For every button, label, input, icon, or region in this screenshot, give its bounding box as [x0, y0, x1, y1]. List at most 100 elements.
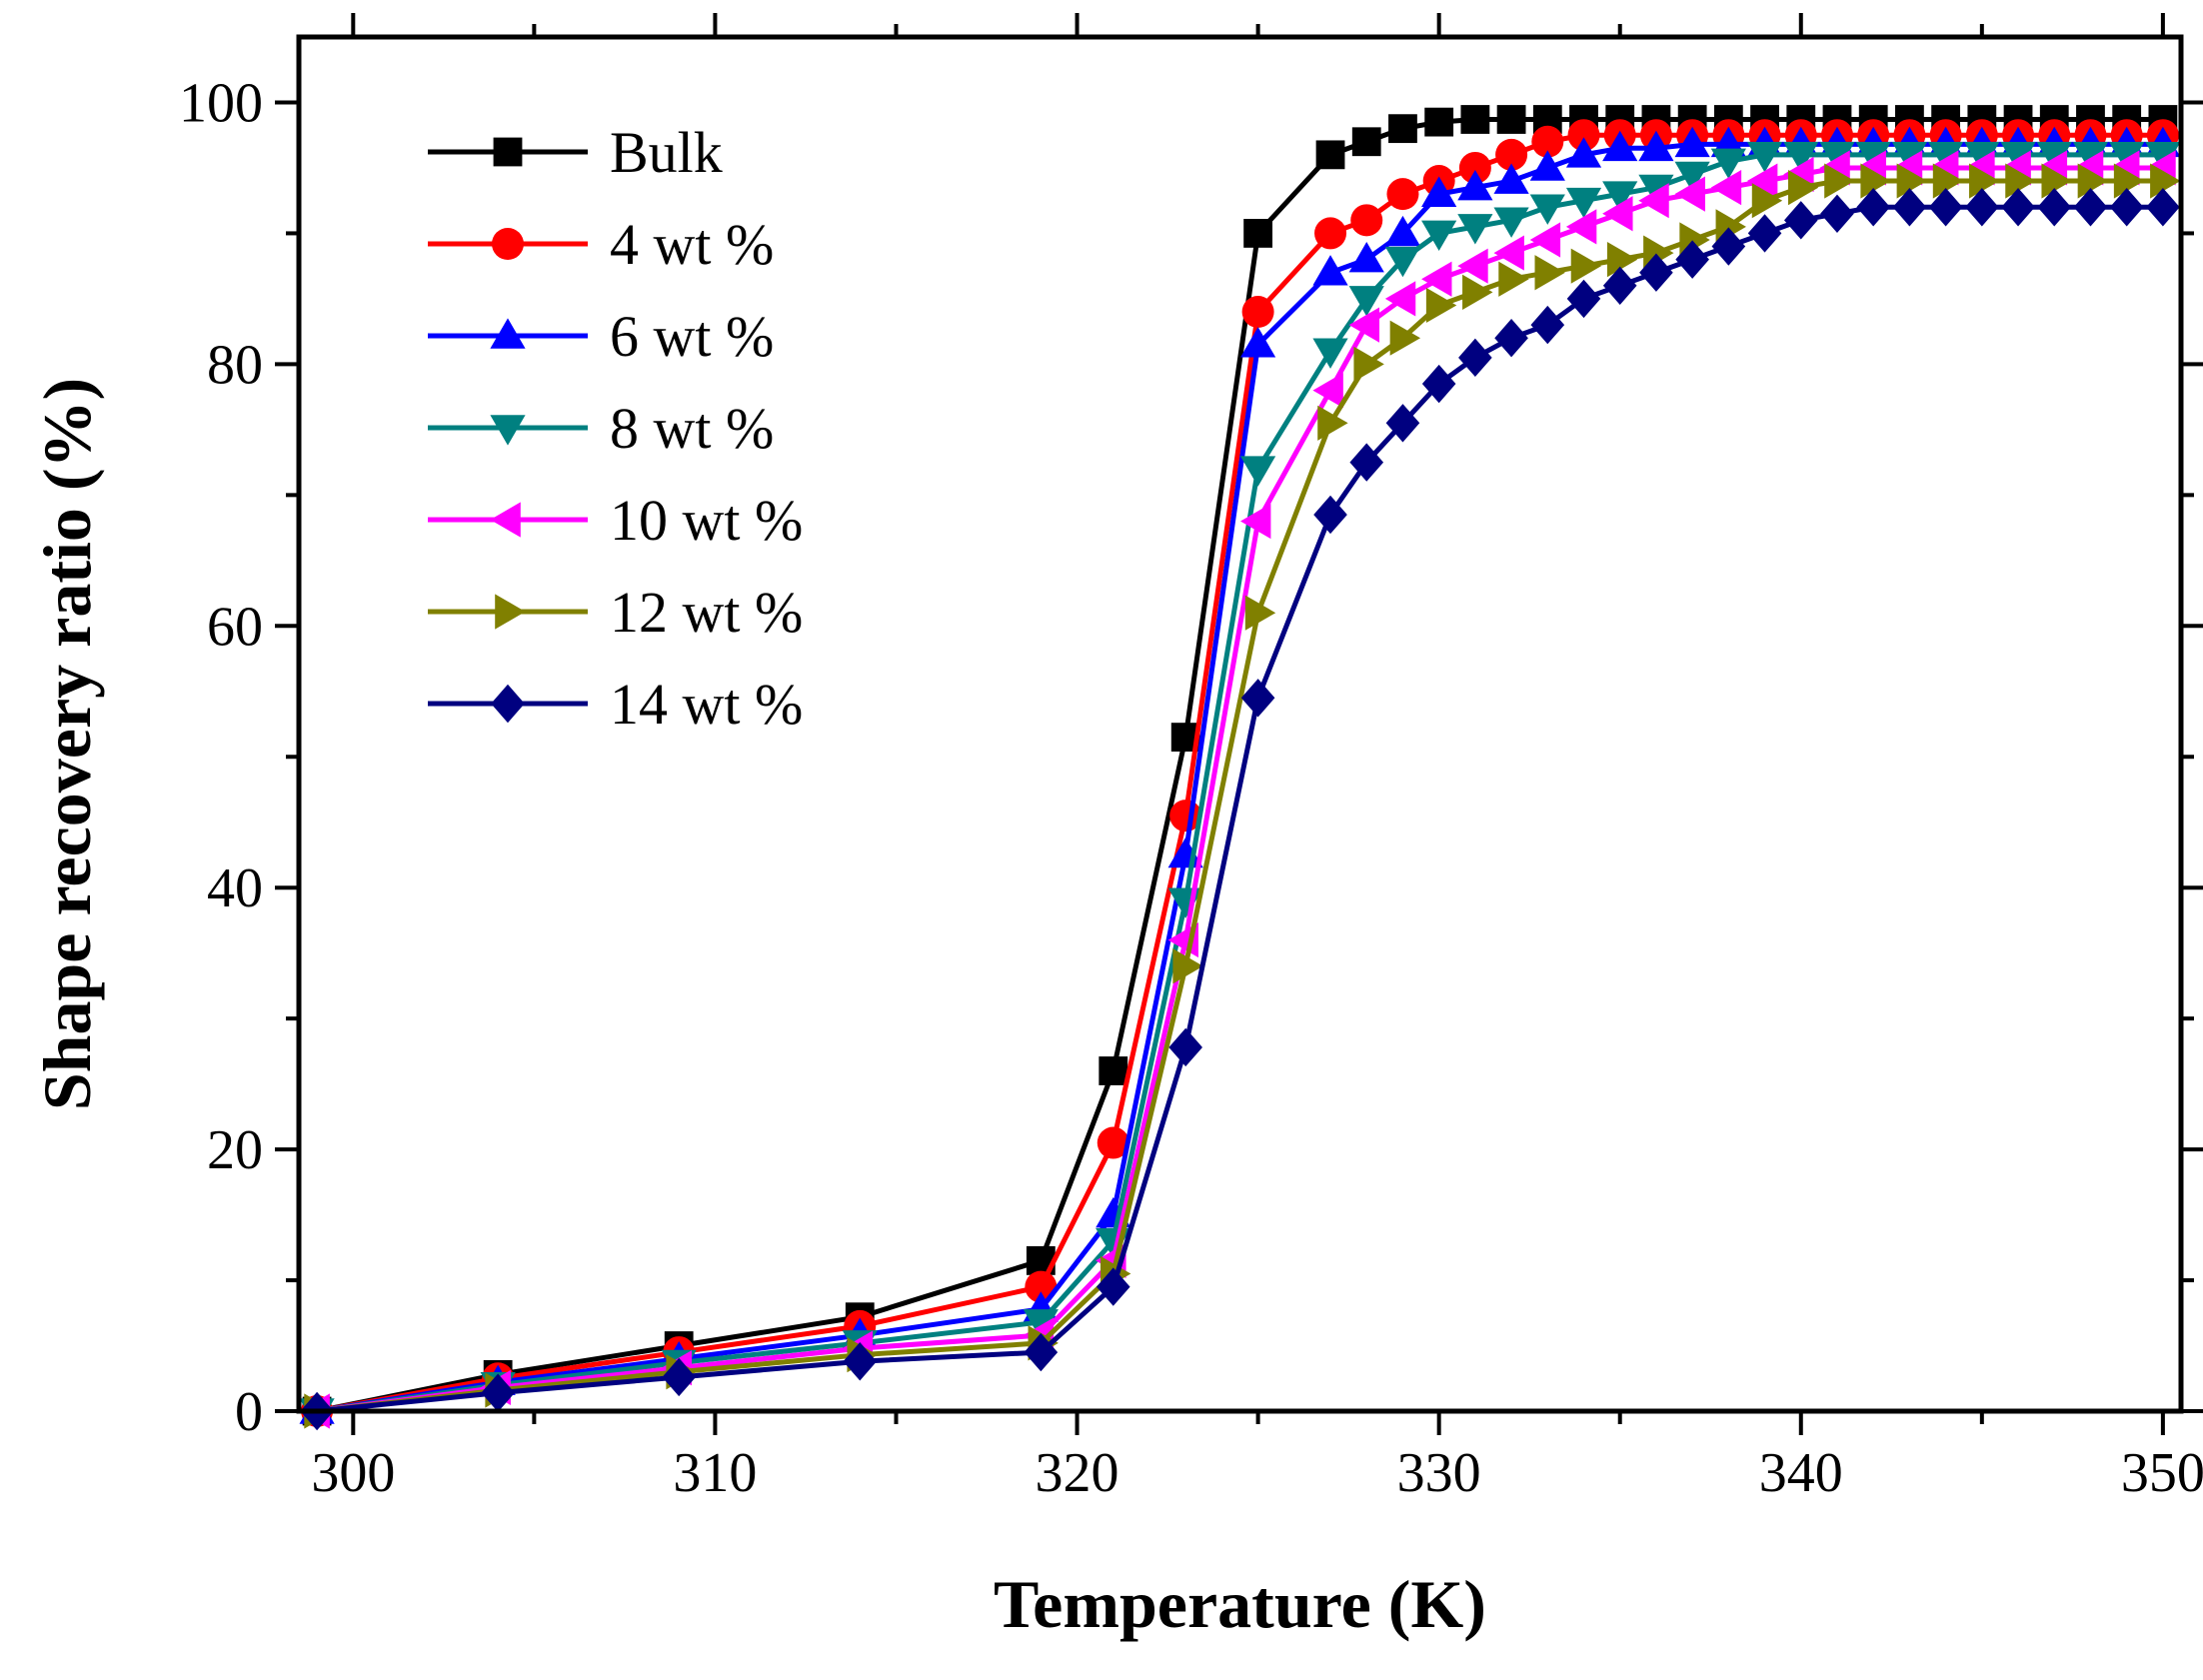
data-point: [2145, 142, 2181, 173]
data-point: [1530, 305, 1565, 345]
legend: Bulk 4 wt % 6 wt % 8 wt % 10 wt % 12 wt % 14 w…: [428, 120, 803, 737]
series-line: [316, 117, 2163, 1414]
data-point: [1674, 176, 1705, 212]
data-point: [2000, 142, 2036, 173]
data-point: [1565, 209, 1597, 245]
data-point: [1820, 194, 1854, 233]
data-point: [1317, 405, 1348, 441]
data-point: [2113, 163, 2145, 199]
data-point: [1856, 188, 1891, 227]
data-point: [1493, 163, 1529, 194]
data-point: [1386, 178, 1419, 211]
data-point: [1495, 138, 1528, 171]
data-point: [1353, 346, 1384, 382]
data-point: [1928, 188, 1963, 227]
data-point: [1388, 114, 1417, 144]
legend-entry: 8 wt %: [428, 396, 774, 461]
data-point: [1710, 169, 1742, 206]
data-point: [2005, 163, 2036, 199]
data-point: [1932, 163, 1964, 199]
data-point: [481, 1373, 515, 1412]
legend-marker: [490, 502, 521, 538]
data-point: [1384, 215, 1421, 247]
data-point: [1458, 338, 1492, 378]
data-point: [1240, 679, 1275, 718]
y-tick-label: 100: [179, 72, 263, 134]
y-tick-label: 40: [207, 857, 263, 919]
x-tick-label: 300: [311, 1442, 395, 1504]
data-point: [1389, 320, 1421, 356]
data-point: [1493, 207, 1529, 238]
data-point: [1674, 161, 1710, 193]
data-point: [1384, 246, 1421, 278]
data-point: [1710, 148, 1746, 180]
data-point: [1421, 261, 1452, 297]
x-tick-label: 350: [2121, 1442, 2203, 1504]
data-point: [1602, 196, 1633, 232]
data-point: [2036, 142, 2072, 173]
data-point: [1529, 194, 1565, 225]
data-point: [1425, 287, 1457, 324]
data-point: [662, 1357, 697, 1397]
data-point: [1348, 307, 1380, 343]
legend-label: 10 wt %: [610, 488, 803, 553]
legend-label: 14 wt %: [610, 672, 803, 737]
data-point: [1312, 255, 1348, 286]
data-point: [1457, 248, 1488, 284]
data-point: [1421, 364, 1456, 404]
x-tick-label: 340: [1759, 1442, 1843, 1504]
data-point: [1099, 1056, 1128, 1085]
data-point: [1421, 176, 1457, 207]
data-point: [1747, 214, 1782, 253]
data-point: [1565, 187, 1602, 219]
data-point: [1565, 137, 1602, 168]
data-point: [1384, 281, 1416, 317]
legend-marker: [495, 594, 526, 630]
data-point: [843, 1342, 878, 1381]
data-point: [1024, 1332, 1059, 1372]
data-point: [1529, 150, 1565, 181]
data-point: [1240, 503, 1271, 540]
series-line: [316, 204, 2163, 1414]
data-point: [1350, 204, 1383, 237]
data-point: [1819, 142, 1855, 173]
data-point: [1241, 296, 1274, 328]
plot-frame: [296, 34, 2184, 1414]
legend-marker: [491, 684, 525, 724]
y-tick-label: 60: [207, 596, 263, 658]
data-point: [1097, 1126, 1129, 1159]
data-point: [1566, 279, 1601, 319]
data-point: [1457, 214, 1493, 245]
legend-label: 8 wt %: [610, 396, 774, 461]
data-point: [1240, 327, 1276, 358]
data-point: [2041, 163, 2072, 199]
data-point: [1348, 286, 1384, 317]
data-point: [2150, 163, 2181, 199]
legend-entry: 10 wt %: [428, 488, 803, 553]
data-point: [1315, 140, 1345, 170]
data-point: [1494, 318, 1528, 358]
data-point: [1783, 142, 1819, 173]
legend-marker: [492, 228, 524, 260]
data-point: [1751, 183, 1783, 219]
data-point: [1602, 130, 1638, 162]
labels-layer: 300 310 320 330 340 350 0 20 40 60 80 100: [179, 72, 2203, 1504]
data-point: [1567, 119, 1600, 152]
series-14wt: [300, 188, 2180, 1431]
data-point: [1531, 125, 1564, 158]
series-layer: [299, 105, 2181, 1431]
data-point: [1855, 142, 1891, 173]
data-point: [1675, 240, 1709, 279]
legend-label: Bulk: [610, 120, 723, 185]
data-point: [2001, 188, 2035, 227]
legend-marker: [490, 318, 526, 349]
data-point: [1965, 188, 1999, 227]
data-point: [2077, 163, 2109, 199]
x-tick-label: 330: [1397, 1442, 1481, 1504]
data-point: [1460, 105, 1490, 134]
data-point: [1746, 142, 1783, 173]
legend-marker: [490, 415, 526, 446]
data-point: [1348, 242, 1384, 273]
